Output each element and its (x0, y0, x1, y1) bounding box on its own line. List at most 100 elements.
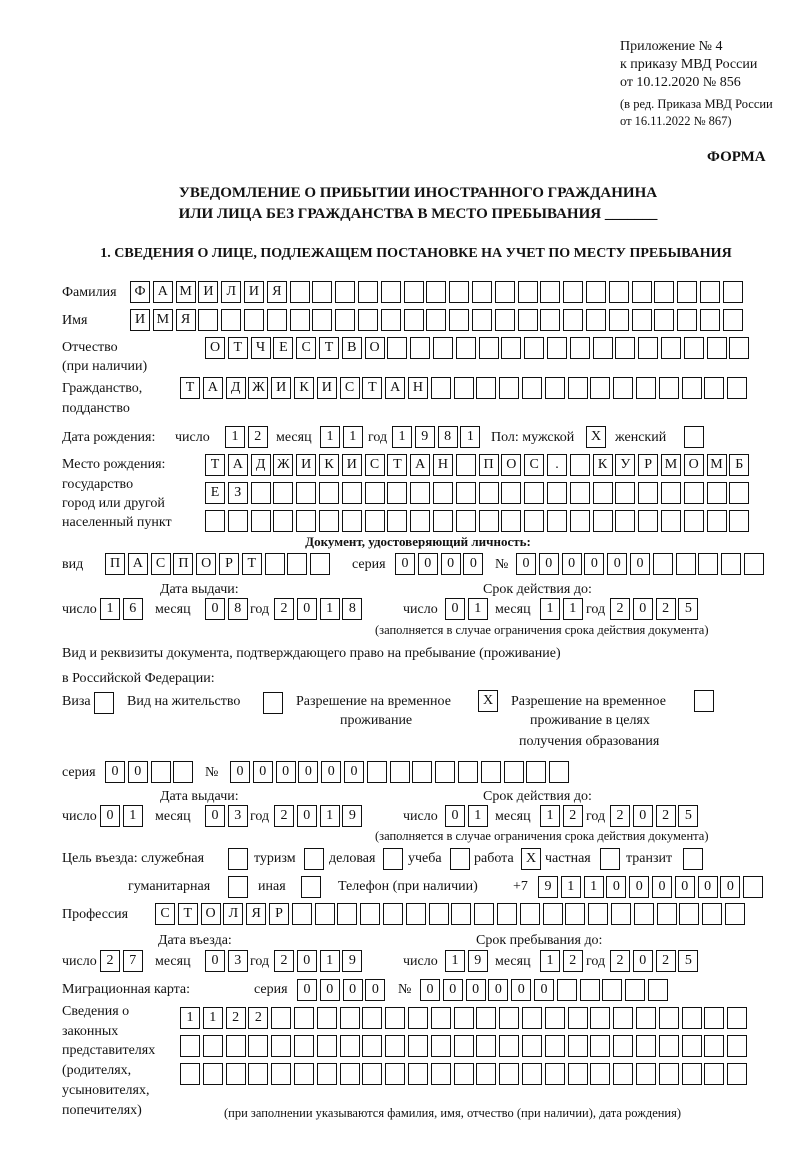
char-box[interactable]: 1 (342, 426, 363, 448)
checkbox-cell[interactable]: X (521, 848, 541, 870)
char-box[interactable] (264, 553, 285, 575)
char-box[interactable] (426, 281, 447, 303)
char-box[interactable]: 0 (629, 553, 650, 575)
char-box[interactable]: Н (407, 377, 428, 399)
char-box[interactable] (517, 309, 538, 331)
char-box[interactable] (225, 1063, 246, 1085)
char-box[interactable]: 0 (252, 761, 273, 783)
char-box[interactable] (205, 510, 225, 532)
char-box[interactable] (656, 903, 677, 925)
char-box[interactable] (387, 482, 408, 504)
char-box[interactable] (729, 510, 750, 532)
char-box[interactable] (633, 903, 654, 925)
char-box[interactable] (563, 281, 584, 303)
char-box[interactable] (683, 510, 704, 532)
char-box[interactable]: 1 (540, 598, 560, 620)
char-box[interactable]: 0 (296, 805, 317, 827)
visa-checkbox[interactable] (94, 692, 117, 714)
char-box[interactable] (426, 309, 447, 331)
char-box[interactable] (724, 903, 745, 925)
char-box[interactable]: 0 (395, 553, 415, 575)
temp-res-edu-checkbox[interactable] (694, 690, 717, 712)
char-box[interactable] (517, 281, 538, 303)
char-box[interactable] (608, 309, 629, 331)
purpose-study-checkbox[interactable] (450, 848, 473, 870)
char-box[interactable] (291, 903, 312, 925)
char-box[interactable] (410, 482, 431, 504)
char-box[interactable] (660, 510, 681, 532)
char-box[interactable]: С (155, 903, 175, 925)
char-box[interactable]: И (296, 454, 317, 476)
char-box[interactable] (248, 1063, 269, 1085)
char-box[interactable]: А (227, 454, 248, 476)
char-box[interactable] (579, 979, 600, 1001)
char-box[interactable]: Т (318, 337, 339, 359)
char-box[interactable]: Ч (250, 337, 271, 359)
char-box[interactable]: 0 (343, 761, 364, 783)
char-box[interactable]: Л (223, 903, 244, 925)
checkbox-cell[interactable] (684, 426, 704, 448)
char-box[interactable]: Р (268, 903, 289, 925)
char-box[interactable]: 3 (227, 950, 248, 972)
char-box[interactable]: Я (266, 281, 287, 303)
char-box[interactable] (471, 309, 492, 331)
char-box[interactable] (435, 761, 456, 783)
purpose-business-checkbox[interactable] (383, 848, 406, 870)
char-box[interactable] (521, 1063, 542, 1085)
char-box[interactable] (266, 309, 287, 331)
char-box[interactable]: 1 (583, 876, 604, 898)
char-box[interactable] (721, 553, 742, 575)
char-box[interactable] (654, 309, 675, 331)
char-box[interactable] (202, 1035, 223, 1057)
char-box[interactable] (699, 281, 720, 303)
char-box[interactable] (565, 903, 586, 925)
char-box[interactable] (585, 281, 606, 303)
char-box[interactable] (362, 1063, 383, 1085)
char-box[interactable]: 0 (465, 979, 486, 1001)
char-box[interactable]: 2 (225, 1007, 246, 1029)
char-box[interactable] (706, 482, 727, 504)
char-box[interactable]: 1 (560, 876, 581, 898)
char-box[interactable]: 1 (562, 598, 583, 620)
char-box[interactable]: 0 (321, 761, 342, 783)
char-box[interactable] (704, 1035, 725, 1057)
char-box[interactable]: 0 (632, 805, 653, 827)
char-box[interactable]: 0 (365, 979, 386, 1001)
char-box[interactable] (544, 377, 565, 399)
char-box[interactable] (654, 281, 675, 303)
char-box[interactable] (592, 510, 613, 532)
char-box[interactable] (727, 1007, 748, 1029)
char-box[interactable]: Т (177, 903, 198, 925)
char-box[interactable] (592, 337, 613, 359)
representatives-boxes-2[interactable] (180, 1035, 750, 1057)
char-box[interactable] (567, 1035, 588, 1057)
char-box[interactable] (430, 1035, 451, 1057)
char-box[interactable] (567, 1063, 588, 1085)
char-box[interactable]: 0 (607, 553, 628, 575)
checkbox-cell[interactable] (94, 692, 114, 714)
char-box[interactable] (455, 454, 476, 476)
char-box[interactable] (410, 337, 431, 359)
char-box[interactable]: 2 (655, 805, 676, 827)
char-box[interactable] (476, 377, 497, 399)
char-box[interactable] (652, 553, 673, 575)
char-box[interactable] (499, 1035, 520, 1057)
char-box[interactable] (526, 761, 547, 783)
char-box[interactable] (499, 377, 520, 399)
char-box[interactable]: 8 (227, 598, 248, 620)
char-box[interactable]: О (200, 903, 221, 925)
